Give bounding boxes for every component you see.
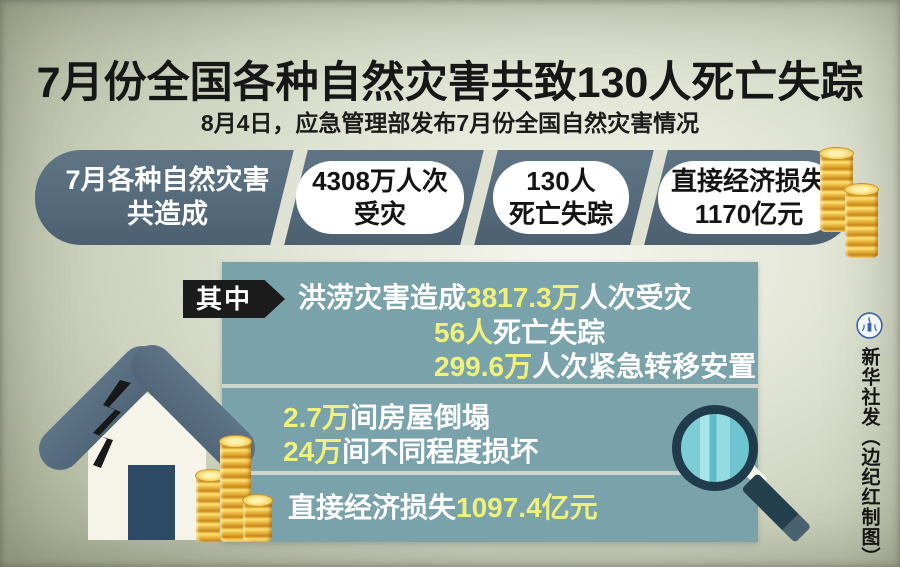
- summary-banner: 7月各种自然灾害 共造成 4308万人次 受灾 130人 死亡失踪 直接经济损失…: [35, 150, 855, 245]
- credit-text: 新华社发（边纪红制图）: [858, 347, 880, 567]
- housing-stat-line: 2.7万间房屋倒塌: [283, 396, 490, 436]
- roof-crack-icon: [93, 380, 131, 468]
- among-which-tag-label: 其中: [196, 284, 253, 314]
- stat-pill-deaths: 130人 死亡失踪: [493, 161, 629, 234]
- coin-stack-icon: [844, 183, 879, 258]
- housing-line1-number: 2.7万: [283, 402, 350, 433]
- stat-pill-economic-line1: 直接经济损失: [670, 166, 827, 196]
- flood-line2-number: 56人: [434, 317, 494, 348]
- housing-line1-post: 间房屋倒塌: [349, 402, 490, 433]
- housing-stat-line: 24万间不同程度损坏: [283, 430, 538, 470]
- flood-line3-number: 299.6万: [434, 351, 533, 382]
- banner-lead-line1: 7月各种自然灾害: [65, 164, 270, 195]
- credit-column: 新华社发（边纪红制图）: [848, 312, 890, 567]
- panel-separator: [222, 471, 758, 475]
- stat-pill-economic-loss: 直接经济损失 1170亿元: [658, 161, 840, 234]
- stat-pill-affected: 4308万人次 受灾: [296, 161, 464, 234]
- flood-line3-post: 人次紧急转移安置: [532, 351, 757, 382]
- stat-pill-deaths-line1: 130人: [526, 166, 596, 196]
- page-title: 7月份全国各种自然灾害共致130人死亡失踪: [36, 59, 864, 107]
- flood-line2-post: 死亡失踪: [493, 317, 606, 348]
- flood-stat-line: 56人死亡失踪: [434, 311, 605, 351]
- flood-stat-line: 299.6万人次紧急转移安置: [434, 345, 756, 385]
- xinhua-logo-icon: [855, 312, 883, 339]
- house-door: [128, 465, 175, 540]
- flood-stat-line: 洪涝灾害造成3817.3万人次受灾: [298, 276, 692, 316]
- economic-loss-line: 直接经济损失1097.4亿元: [288, 486, 598, 526]
- page-subtitle: 8月4日，应急管理部发布7月份全国自然灾害情况: [200, 110, 700, 136]
- flood-line1-pre: 洪涝灾害造成: [298, 282, 467, 313]
- coin-stack-icon: [242, 494, 273, 542]
- banner-lead-line2: 共造成: [127, 198, 208, 229]
- among-which-tag: 其中: [183, 280, 285, 318]
- banner-lead-text: 7月各种自然灾害 共造成: [45, 150, 290, 245]
- economic-line-pre: 直接经济损失: [288, 492, 457, 523]
- housing-line2-number: 24万: [283, 436, 343, 467]
- economic-line-number: 1097.4亿元: [456, 492, 598, 523]
- stat-pill-affected-line2: 受灾: [353, 198, 406, 229]
- stat-pill-economic-line2: 1170亿元: [694, 198, 804, 229]
- flood-line1-number: 3817.3万: [466, 282, 580, 313]
- stat-pill-affected-line1: 4308万人次: [312, 166, 448, 196]
- details-panel: [222, 262, 758, 542]
- flood-line1-post: 人次受灾: [579, 282, 692, 313]
- panel-separator: [222, 384, 758, 388]
- magnifier-lens: [672, 405, 758, 491]
- housing-line2-post: 间不同程度损坏: [342, 436, 539, 467]
- stat-pill-deaths-line2: 死亡失踪: [508, 198, 613, 229]
